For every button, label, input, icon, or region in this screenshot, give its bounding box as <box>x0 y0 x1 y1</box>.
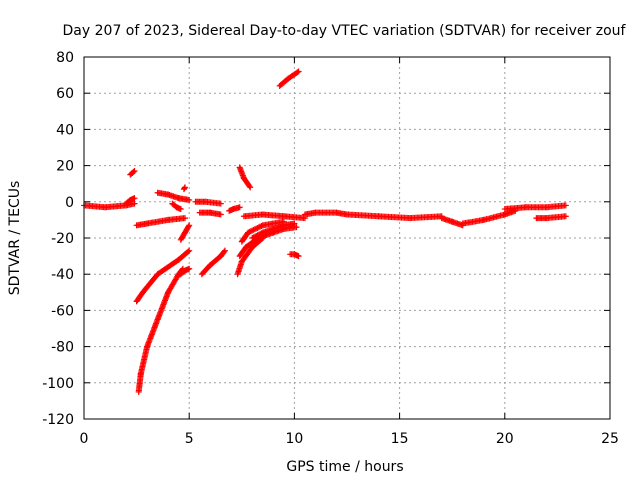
series-arc-20-22.9h <box>501 202 569 213</box>
data-point <box>236 204 243 211</box>
data-point <box>255 231 262 238</box>
data-point <box>186 222 193 229</box>
y-tick-label: 40 <box>56 122 74 138</box>
series-arc-21.5-22.9h <box>533 213 569 222</box>
series-arc-10.5-12.5h <box>301 209 350 218</box>
series-arc-9-10.1h <box>270 224 300 236</box>
data-point <box>250 226 257 233</box>
data-point <box>186 196 193 203</box>
chart-title: Day 207 of 2023, Sidereal Day-to-day VTE… <box>63 23 627 39</box>
y-tick-label: 20 <box>56 159 74 175</box>
data-point <box>185 248 192 255</box>
y-tick-label: -40 <box>51 267 74 283</box>
series-arc-2.6-4.7h-steep <box>135 265 186 395</box>
series-arc-5.6-6.7h <box>198 247 228 278</box>
data-point <box>181 215 188 222</box>
series-arc-18-20.5h <box>459 207 519 227</box>
x-tick-label: 25 <box>601 431 619 447</box>
tick-labels: 0 5 10 15 20 25 -120 -100 -80 -60 -40 -20 0 20 40 60 80 <box>42 50 619 447</box>
series-arc-8-10h <box>249 220 298 241</box>
data-point <box>177 206 184 213</box>
data-point <box>251 226 258 233</box>
data-point <box>246 183 253 190</box>
series-arc-2.3h-spike <box>127 168 138 178</box>
y-tick-label: -20 <box>51 231 74 247</box>
data-point <box>250 234 257 241</box>
data-point <box>253 225 260 232</box>
series-arc-4.6-5h <box>177 222 193 243</box>
data-point <box>291 220 298 227</box>
data-point <box>247 228 254 235</box>
data-point <box>249 235 256 241</box>
data-point <box>186 265 193 272</box>
data-point <box>294 69 301 76</box>
series-arc-5.5-6.5h <box>196 209 224 218</box>
y-tick-label: 0 <box>65 195 74 211</box>
series-arc-7.4-7.9h <box>236 164 254 191</box>
data-point <box>249 227 256 234</box>
x-axis-title: GPS time / hours <box>286 459 403 475</box>
data-point <box>217 200 224 207</box>
series-arc-7.5-9.5h <box>238 218 287 245</box>
x-tick-label: 15 <box>391 431 409 447</box>
data-point <box>245 229 252 236</box>
data-point <box>255 224 262 231</box>
series-arc-12.5-17h <box>344 211 445 222</box>
series-arc-9.3-10.2h-high <box>276 68 302 89</box>
series-arc-17-18h <box>438 215 466 229</box>
data-point <box>257 230 264 237</box>
grid <box>84 57 610 419</box>
data-point <box>221 247 228 254</box>
data-point <box>246 228 253 235</box>
data-point <box>221 248 228 255</box>
series-arc-7.6-10.5h <box>240 211 308 222</box>
data-point <box>254 224 261 231</box>
data-point <box>217 211 224 218</box>
x-tick-label: 20 <box>496 431 514 447</box>
data-point <box>293 224 300 231</box>
data-point <box>295 253 302 260</box>
data-points <box>81 68 569 395</box>
series-arc-4.8h-spike <box>180 184 188 193</box>
data-point <box>186 247 193 254</box>
y-tick-label: 80 <box>56 50 74 66</box>
series-arc-4.6-5h-low <box>177 265 193 278</box>
data-point <box>131 200 138 207</box>
data-point <box>295 68 302 75</box>
y-tick-label: -60 <box>51 303 74 319</box>
data-point <box>131 195 138 202</box>
series-arc-3.5-5h <box>154 189 193 203</box>
data-point <box>130 168 137 175</box>
data-point <box>257 223 264 230</box>
data-point <box>251 233 258 240</box>
series-arc-6.9-7.4h <box>226 204 243 214</box>
data-point <box>181 184 188 191</box>
y-tick-label: -80 <box>51 340 74 356</box>
data-point <box>258 230 265 237</box>
x-tick-label: 0 <box>80 431 89 447</box>
x-tick-label: 10 <box>285 431 303 447</box>
series-arc-5.3-6.5h <box>192 198 224 207</box>
data-point <box>258 222 265 229</box>
data-point <box>253 232 260 239</box>
y-tick-label: -100 <box>42 376 74 392</box>
data-point <box>562 213 569 220</box>
y-axis-title: SDTVAR / TECUs <box>7 181 23 296</box>
series-arc-4.2-4.5h-dip <box>169 200 184 213</box>
series-arc-2.5-5h-rise <box>133 247 193 305</box>
series-arc-2.5-4.8h <box>133 215 188 229</box>
data-point <box>254 232 261 239</box>
series-arc-9.8-10.2h <box>287 251 302 260</box>
x-tick-label: 5 <box>185 431 194 447</box>
data-point <box>131 168 138 175</box>
plot-frame <box>83 56 611 420</box>
data-point <box>247 184 254 191</box>
data-point <box>562 202 569 209</box>
data-point <box>185 223 192 230</box>
y-tick-label: -120 <box>42 412 74 428</box>
series-arc-2.2h-bump <box>123 195 138 207</box>
y-tick-label: 60 <box>56 86 74 102</box>
